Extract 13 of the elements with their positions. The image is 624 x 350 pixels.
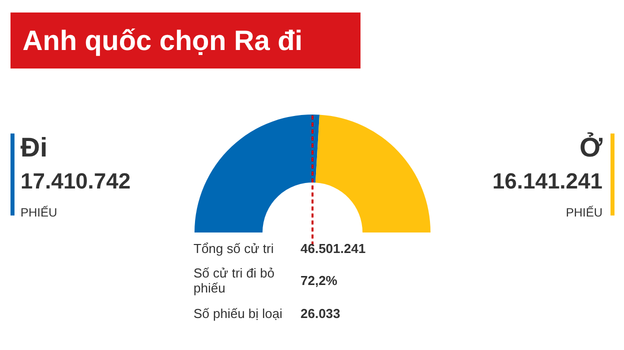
text: Tổng số cử tri xyxy=(194,241,274,256)
slice-label: Ở xyxy=(579,132,603,162)
text: 46.501.241 xyxy=(300,241,366,256)
slice-label: Đi xyxy=(20,132,48,162)
text: Số cử tri đi bỏ phiếu xyxy=(194,266,274,296)
text: PHIẾU xyxy=(566,206,603,220)
chart-title: Anh quốc chọn Ra đi xyxy=(22,25,302,56)
text: PHIẾU xyxy=(20,206,58,220)
text: 26.033 xyxy=(300,306,340,321)
text: Số phiếu bị loại xyxy=(194,306,283,321)
text: 72,2% xyxy=(300,273,338,288)
data-label: 16.141.241 xyxy=(492,168,602,194)
data-label: 17.410.742 xyxy=(20,168,131,194)
